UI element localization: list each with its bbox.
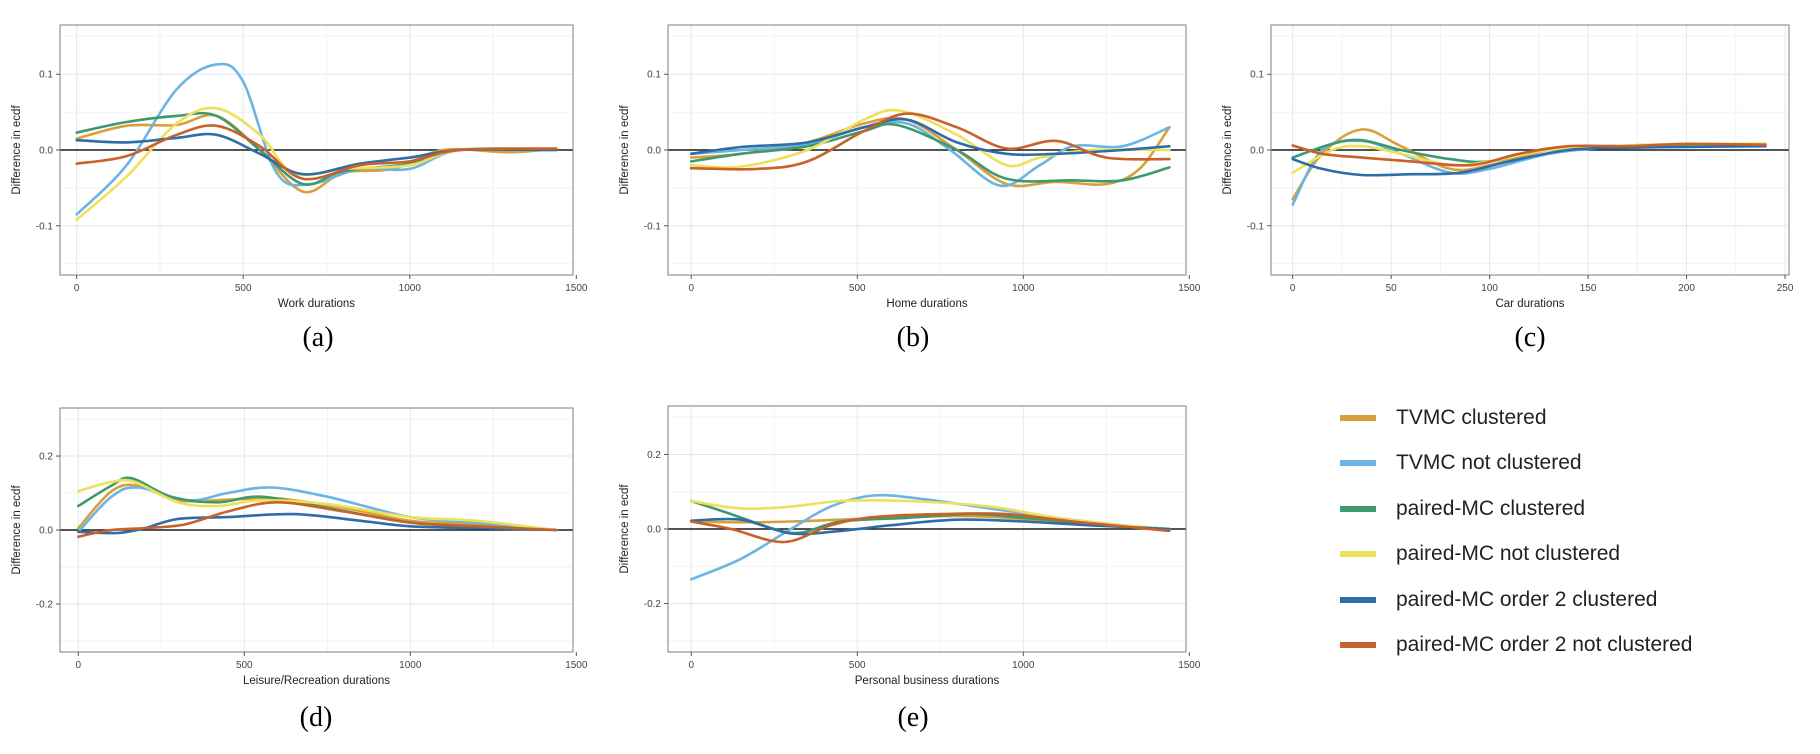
panel-e: 0 500 1000 1500 -0.2 0.0 0.2 Personal business …	[619, 405, 1201, 687]
legend-item: paired-MC order 2 clustered	[1340, 577, 1810, 623]
legend-label: paired-MC clustered	[1396, 496, 1586, 520]
series-line	[75, 124, 558, 181]
y-tick-label: -0.2	[36, 599, 54, 610]
x-tick-label: 1000	[1012, 283, 1035, 294]
y-axis-title: Difference in ecdf	[619, 484, 631, 574]
x-axis-title: Car durations	[1495, 298, 1564, 310]
y-axis-title: Difference in ecdf	[11, 105, 23, 195]
legend-label: TVMC clustered	[1396, 405, 1547, 429]
y-tick-label: 0.1	[39, 70, 53, 81]
x-axis-title: Leisure/Recreation durations	[243, 675, 390, 687]
x-tick-label: 150	[1580, 283, 1597, 294]
y-tick-label: 0.0	[647, 146, 661, 157]
x-tick-label: 50	[1386, 283, 1398, 294]
series-line	[689, 120, 1171, 188]
legend-item: TVMC not clustered	[1340, 441, 1810, 487]
series-line	[689, 512, 1171, 544]
caption-b: (b)	[896, 322, 930, 353]
x-tick-label: 0	[688, 660, 694, 671]
x-tick-label: 1000	[1012, 660, 1035, 671]
x-tick-label: 1000	[399, 283, 422, 294]
caption-d: (d)	[299, 702, 333, 733]
x-tick-label: 1500	[1178, 660, 1201, 671]
caption-e: (e)	[897, 702, 929, 733]
series-line	[689, 112, 1171, 171]
panel-c: 0 50 100 150 200 250 -0.1 0.0 0.1 Car durations Di…	[1222, 24, 1794, 310]
legend-label: TVMC not clustered	[1396, 451, 1582, 475]
y-tick-label: 0.1	[647, 70, 661, 81]
caption-c: (c)	[1514, 322, 1546, 353]
y-tick-label: -0.1	[36, 221, 54, 232]
legend-swatch	[1340, 551, 1376, 558]
x-tick-label: 250	[1777, 283, 1794, 294]
x-axis-title: Work durations	[278, 298, 355, 310]
x-tick-label: 100	[1481, 283, 1498, 294]
legend-swatch	[1340, 642, 1376, 649]
x-tick-label: 0	[75, 660, 81, 671]
legend-label: paired-MC order 2 clustered	[1396, 587, 1658, 611]
y-tick-label: 0.2	[39, 452, 53, 463]
x-tick-label: 1500	[565, 660, 588, 671]
panel-a: 0 500 1000 1500 -0.1 0.0 0.1 Work durations Diff…	[11, 24, 588, 310]
y-tick-label: 0.2	[647, 450, 661, 461]
y-axis-title: Difference in ecdf	[11, 485, 23, 575]
legend-item: paired-MC not clustered	[1340, 532, 1810, 578]
legend-item: paired-MC clustered	[1340, 486, 1810, 532]
legend-label: paired-MC not clustered	[1396, 542, 1621, 566]
y-tick-label: 0.1	[1250, 70, 1264, 81]
panel-b: 0 500 1000 1500 -0.1 0.0 0.1 Home durations Diff…	[619, 24, 1201, 310]
series-line	[77, 478, 558, 532]
legend-swatch	[1340, 414, 1376, 421]
legend-label: paired-MC order 2 not clustered	[1396, 633, 1693, 657]
x-axis-title: Personal business durations	[855, 675, 1000, 687]
x-tick-label: 200	[1678, 283, 1695, 294]
y-tick-label: -0.1	[644, 221, 662, 232]
x-tick-label: 500	[235, 283, 252, 294]
x-tick-label: 500	[849, 283, 866, 294]
legend-item: paired-MC order 2 not clustered	[1340, 623, 1810, 669]
x-tick-label: 500	[236, 660, 253, 671]
legend-swatch	[1340, 460, 1376, 467]
y-axis-title: Difference in ecdf	[619, 105, 631, 195]
series-line	[689, 122, 1171, 183]
x-tick-label: 1000	[399, 660, 422, 671]
caption-a: (a)	[302, 322, 334, 353]
y-axis-title: Difference in ecdf	[1222, 105, 1234, 195]
panel-d: 0 500 1000 1500 -0.2 0.0 0.2 Leisure/Recreation…	[11, 407, 588, 687]
y-tick-label: -0.2	[644, 599, 662, 610]
series-line	[689, 517, 1171, 536]
legend-swatch	[1340, 505, 1376, 512]
x-tick-label: 0	[688, 283, 694, 294]
y-tick-label: 0.0	[39, 526, 53, 537]
series-line	[77, 501, 558, 538]
y-tick-label: 0.0	[39, 146, 53, 157]
y-tick-label: 0.0	[647, 525, 661, 536]
legend-swatch	[1340, 596, 1376, 603]
x-tick-label: 0	[1290, 283, 1296, 294]
series-line	[1291, 142, 1767, 167]
x-tick-label: 0	[74, 283, 80, 294]
x-tick-label: 1500	[565, 283, 588, 294]
series-line	[77, 512, 558, 535]
x-tick-label: 500	[849, 660, 866, 671]
y-tick-label: -0.1	[1247, 221, 1265, 232]
legend: TVMC clustered TVMC not clustered paired…	[1340, 395, 1810, 668]
x-axis-title: Home durations	[886, 298, 967, 310]
series-line	[1291, 144, 1767, 177]
legend-item: TVMC clustered	[1340, 395, 1810, 441]
y-tick-label: 0.0	[1250, 146, 1264, 157]
series-line	[77, 486, 558, 534]
x-tick-label: 1500	[1178, 283, 1201, 294]
